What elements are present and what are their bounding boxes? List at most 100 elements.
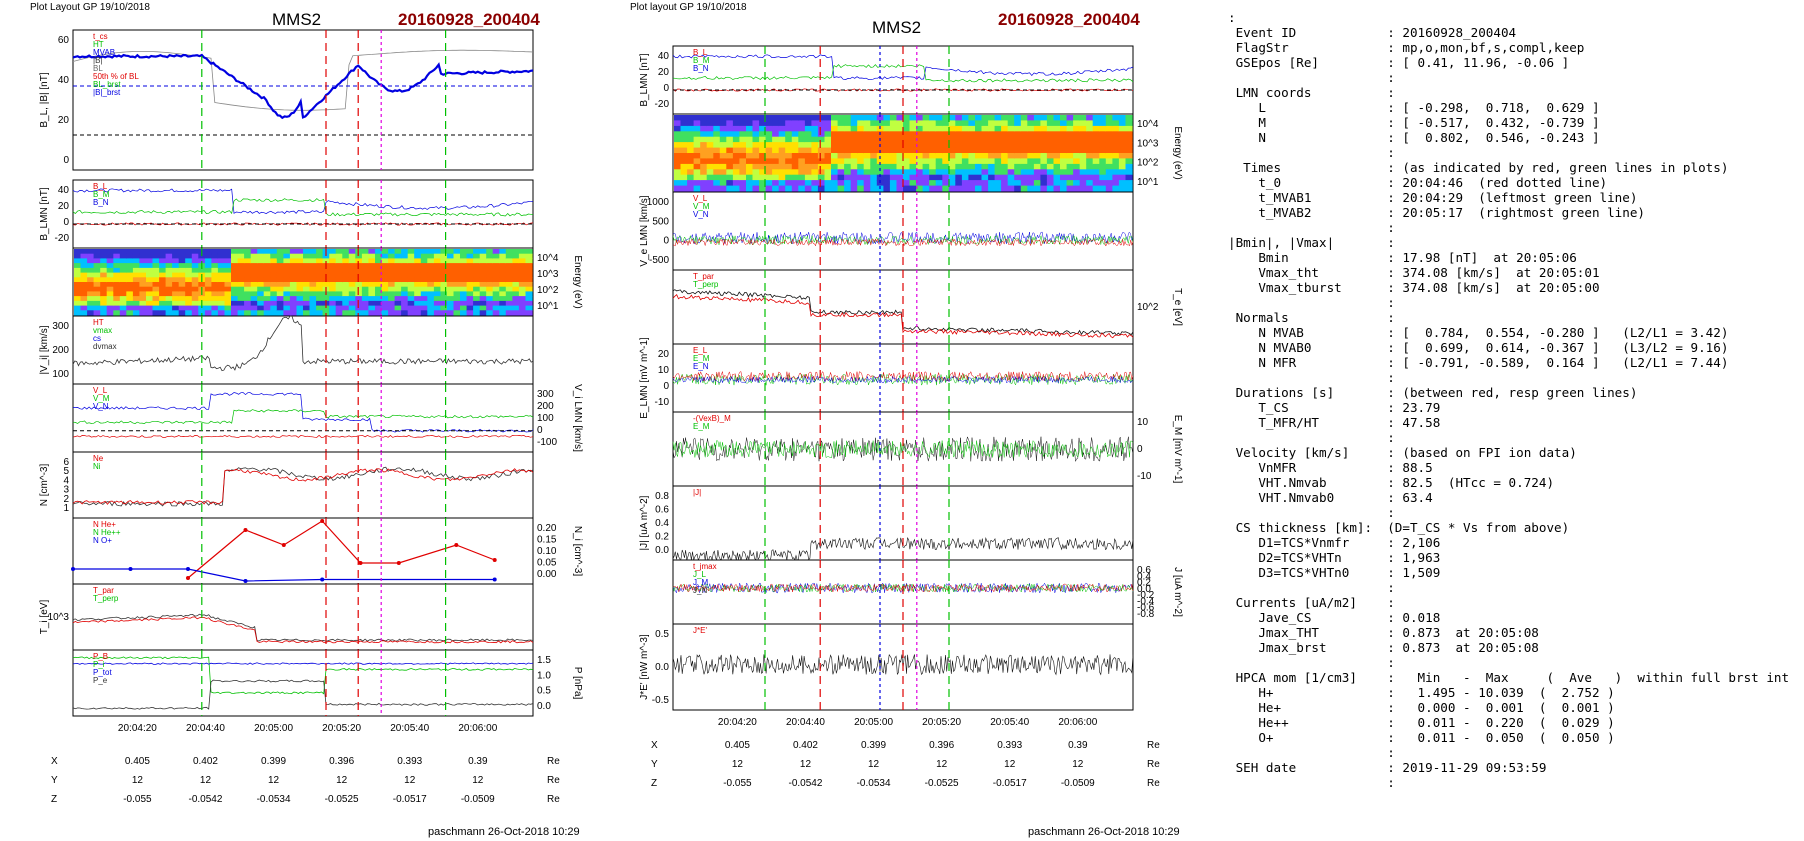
spectrogram-cell bbox=[342, 305, 350, 311]
spectrogram-cell bbox=[955, 120, 963, 127]
spectrogram-cell bbox=[929, 185, 937, 192]
x-tick-label: 20:06:00 bbox=[1058, 717, 1097, 728]
spectrogram-cell bbox=[126, 253, 134, 259]
spectrogram-cell bbox=[955, 180, 963, 187]
spectrogram-cell bbox=[263, 310, 271, 316]
spectrogram-cell bbox=[335, 282, 343, 288]
spectrogram-cell bbox=[335, 291, 343, 297]
spectrogram-cell bbox=[322, 282, 330, 288]
spectrogram-cell bbox=[1007, 153, 1015, 159]
spectrogram-cell bbox=[146, 277, 154, 283]
spectrogram-cell bbox=[512, 272, 520, 278]
spectrogram-cell bbox=[270, 263, 278, 269]
spectrogram-cell bbox=[916, 125, 924, 132]
spectrogram-cell bbox=[80, 310, 88, 316]
spectrogram-cell bbox=[159, 296, 167, 302]
spectrogram-cell bbox=[388, 291, 396, 297]
spectrogram-cell bbox=[916, 174, 924, 181]
spectrogram-cell bbox=[955, 163, 963, 170]
y-tick-label: 10^3 bbox=[537, 269, 559, 280]
spectrogram-cell bbox=[975, 185, 983, 192]
y-tick-label: 200 bbox=[537, 401, 554, 412]
spectrogram-cell bbox=[211, 272, 219, 278]
spectrogram-cell bbox=[693, 120, 701, 127]
spectrogram-cell bbox=[739, 120, 747, 127]
spectrogram-cell bbox=[93, 249, 101, 255]
y-tick-label: 10^4 bbox=[537, 253, 559, 264]
y-axis-label: V_e LMN [km/s] bbox=[639, 195, 650, 266]
spectrogram-cell bbox=[909, 153, 917, 159]
spectrogram-cell bbox=[329, 291, 337, 297]
spectrogram-cell bbox=[883, 125, 891, 132]
spectrogram-cell bbox=[407, 258, 415, 264]
spectrogram-cell bbox=[1118, 158, 1126, 165]
spectrogram-cell bbox=[453, 310, 461, 316]
spectrogram-cell bbox=[1033, 120, 1041, 127]
spectrogram-cell bbox=[752, 115, 760, 121]
spectrogram-cell bbox=[159, 253, 167, 259]
spectrogram-cell bbox=[473, 305, 481, 311]
spectrogram-cell bbox=[217, 296, 225, 302]
coord-value: 12 bbox=[1072, 759, 1084, 770]
spectrogram-cell bbox=[244, 310, 252, 316]
spectrogram-cell bbox=[883, 169, 891, 176]
spectrogram-cell bbox=[309, 310, 317, 316]
spectrogram-cell bbox=[407, 267, 415, 274]
spectrogram-cell bbox=[817, 120, 825, 127]
spectrogram-cell bbox=[237, 272, 245, 278]
spectrogram-cell bbox=[909, 174, 917, 181]
spectrogram-cell bbox=[1086, 115, 1094, 121]
spectrogram-cell bbox=[1001, 174, 1009, 181]
spectrogram-cell bbox=[113, 310, 121, 316]
spectrogram-cell bbox=[1086, 142, 1094, 149]
spectrogram-cell bbox=[994, 136, 1002, 143]
spectrogram-cell bbox=[844, 125, 852, 132]
spectrogram-cell bbox=[440, 258, 448, 264]
legend-entry: J_M bbox=[693, 578, 708, 587]
spectrogram-cell bbox=[935, 115, 943, 121]
spectrogram-cell bbox=[211, 277, 219, 283]
y-tick-label: 10^3 bbox=[1137, 138, 1159, 149]
spectrogram-cell bbox=[479, 272, 487, 278]
spectrogram-cell bbox=[473, 272, 481, 278]
spectrogram-cell bbox=[909, 147, 917, 154]
spectrogram-cell bbox=[1105, 115, 1113, 121]
spectrogram-cell bbox=[132, 300, 140, 307]
spectrogram-cell bbox=[178, 249, 186, 255]
spectrogram-cell bbox=[355, 300, 363, 307]
spectrogram-cell bbox=[106, 305, 114, 311]
spectrogram-cell bbox=[687, 174, 695, 181]
spectrogram-cell bbox=[975, 147, 983, 154]
info-line: H+ : 1.495 - 10.039 ( 2.752 ) bbox=[1258, 685, 1615, 700]
spectrogram-cell bbox=[335, 267, 343, 274]
spectrogram-cell bbox=[296, 249, 304, 255]
spectrogram-cell bbox=[440, 272, 448, 278]
spectrogram-cell bbox=[178, 253, 186, 259]
spectrogram-cell bbox=[479, 291, 487, 297]
y-tick-label: 200 bbox=[52, 345, 69, 356]
spectrogram-cell bbox=[968, 142, 976, 149]
spectrogram-cell bbox=[680, 174, 688, 181]
spectrogram-cell bbox=[1086, 185, 1094, 192]
spectrogram-cell bbox=[204, 258, 212, 264]
spectrogram-cell bbox=[929, 153, 937, 159]
spectrogram-cell bbox=[132, 249, 140, 255]
spectrogram-cell bbox=[309, 291, 317, 297]
spectrogram-cell bbox=[348, 253, 356, 259]
spectrogram-cell bbox=[342, 300, 350, 307]
spectrogram-cell bbox=[237, 286, 245, 292]
ven-line bbox=[672, 238, 1134, 247]
spectrogram-cell bbox=[719, 115, 727, 121]
spectrogram-cell bbox=[1020, 142, 1028, 149]
spectrogram-cell bbox=[198, 310, 206, 316]
spectrogram-cell bbox=[1092, 131, 1100, 138]
spectrogram-cell bbox=[726, 174, 734, 181]
spectrogram-cell bbox=[687, 131, 695, 138]
spectrogram-cell bbox=[1086, 163, 1094, 170]
spectrogram-cell bbox=[414, 249, 422, 255]
spectrogram-cell bbox=[204, 267, 212, 274]
spectrogram-cell bbox=[909, 136, 917, 143]
spectrogram-cell bbox=[674, 185, 682, 192]
info-line: VHT.Nmvab : 82.5 (HTcc = 0.724) bbox=[1258, 475, 1555, 490]
y-axis-label: Energy (eV) bbox=[1172, 126, 1183, 179]
